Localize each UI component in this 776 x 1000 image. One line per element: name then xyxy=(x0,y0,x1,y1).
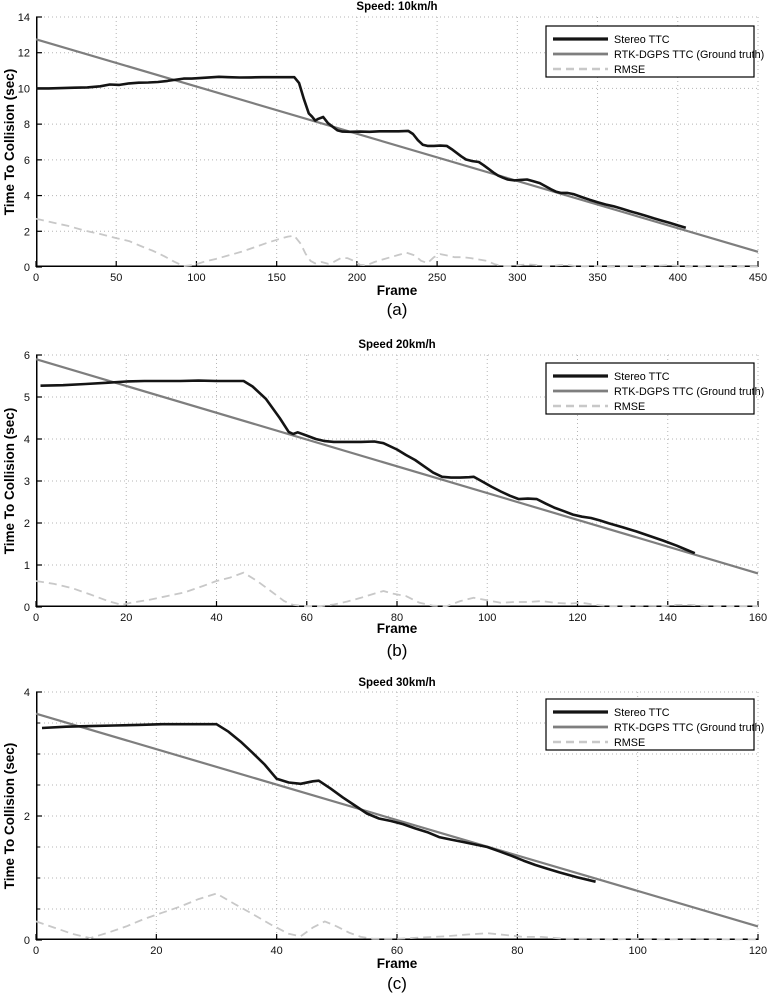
x-tick-label: 40 xyxy=(271,945,283,957)
x-tick-label: 100 xyxy=(628,945,646,957)
x-tick-label: 50 xyxy=(110,272,122,284)
y-tick-label: 4 xyxy=(24,687,30,699)
series-rtk-dgps-ttc-ground-truth- xyxy=(35,38,759,253)
y-tick-label: 0 xyxy=(24,935,30,947)
chart-c-xlabel: Frame xyxy=(376,956,418,971)
chart-a-plot-area: 0 50 100 150 200 250 300 350 400 450 0 2 4 6 8 10 12 14 St… xyxy=(18,12,767,284)
chart-b-ylabel: Time To Collision (sec) xyxy=(2,407,17,555)
x-tick-label: 60 xyxy=(391,945,403,957)
y-tick-label: 1 xyxy=(24,560,30,572)
chart-a: Speed: 10km/h Time To Collision (sec) 0 5… xyxy=(0,0,776,330)
chart-c: Speed 30km/h Time To Collision (sec) 0 20… xyxy=(0,668,776,1000)
series-stereo-ttc xyxy=(40,379,696,555)
chart-b-plot-area: 0 20 40 60 80 100 120 140 160 0 1 2 3 4 5 6 Stereo TTC RT… xyxy=(24,350,767,624)
x-tick-label: 0 xyxy=(33,272,39,284)
chart-b-caption: (b) xyxy=(386,641,408,660)
series-rmse xyxy=(35,892,758,941)
x-tick-label: 400 xyxy=(669,272,687,284)
legend-label: RMSE xyxy=(614,401,645,413)
chart-b: Speed 20km/h Time To Collision (sec) 0 20… xyxy=(0,330,776,668)
x-tick-label: 80 xyxy=(511,945,523,957)
series-rtk-dgps-ttc-ground-truth- xyxy=(35,358,759,575)
chart-b-title: Speed 20km/h xyxy=(358,339,436,351)
legend-label: Stereo TTC xyxy=(614,34,670,46)
x-tick-label: 450 xyxy=(749,272,767,284)
chart-c-caption: (c) xyxy=(387,974,407,993)
legend-label: RMSE xyxy=(614,64,645,76)
legend-label: RTK-DGPS TTC (Ground truth) xyxy=(614,386,764,398)
y-tick-label: 12 xyxy=(18,48,30,60)
chart-c-ylabel: Time To Collision (sec) xyxy=(2,742,17,890)
x-tick-label: 350 xyxy=(588,272,606,284)
y-tick-label: 2 xyxy=(24,811,30,823)
x-tick-label: 120 xyxy=(749,945,767,957)
y-tick-label: 10 xyxy=(18,83,30,95)
x-tick-label: 40 xyxy=(210,612,222,624)
y-tick-label: 4 xyxy=(24,434,30,446)
series-rmse xyxy=(35,217,758,268)
chart-a-caption: (a) xyxy=(386,300,408,319)
legend-label: Stereo TTC xyxy=(614,707,670,719)
y-tick-label: 3 xyxy=(24,476,30,488)
x-tick-label: 300 xyxy=(508,272,526,284)
y-tick-label: 14 xyxy=(18,12,30,24)
x-tick-label: 20 xyxy=(150,945,162,957)
y-tick-label: 5 xyxy=(24,392,30,404)
y-tick-label: 0 xyxy=(24,602,30,614)
chart-a-ylabel: Time To Collision (sec) xyxy=(2,68,17,216)
chart-a-xlabel: Frame xyxy=(376,283,418,298)
x-tick-label: 60 xyxy=(301,612,313,624)
x-tick-label: 250 xyxy=(428,272,446,284)
chart-b-xlabel: Frame xyxy=(376,621,418,636)
x-tick-label: 160 xyxy=(749,612,767,624)
y-tick-label: 0 xyxy=(24,262,30,274)
legend-label: RTK-DGPS TTC (Ground truth) xyxy=(614,722,764,734)
x-tick-label: 100 xyxy=(187,272,205,284)
x-tick-label: 200 xyxy=(348,272,366,284)
x-tick-label: 120 xyxy=(568,612,586,624)
y-tick-label: 8 xyxy=(24,119,30,131)
x-tick-label: 140 xyxy=(659,612,677,624)
x-tick-label: 100 xyxy=(478,612,496,624)
x-tick-label: 20 xyxy=(120,612,132,624)
x-tick-label: 0 xyxy=(33,612,39,624)
y-tick-label: 2 xyxy=(24,226,30,238)
chart-c-plot-area: 0 20 40 60 80 100 120 0 2 4 Stereo TTC RTK-DGPS TTC… xyxy=(24,687,767,957)
legend-label: RTK-DGPS TTC (Ground truth) xyxy=(614,49,764,61)
y-tick-label: 6 xyxy=(24,155,30,167)
y-tick-label: 6 xyxy=(24,350,30,362)
legend-label: RMSE xyxy=(614,737,645,749)
x-tick-label: 0 xyxy=(33,945,39,957)
chart-c-title: Speed 30km/h xyxy=(358,677,436,689)
series-rtk-dgps-ttc-ground-truth- xyxy=(35,712,759,928)
legend-label: Stereo TTC xyxy=(614,371,670,383)
series-stereo-ttc xyxy=(36,75,687,229)
y-tick-label: 2 xyxy=(24,518,30,530)
chart-a-title: Speed: 10km/h xyxy=(356,1,438,13)
legend-box xyxy=(545,362,755,415)
series-stereo-ttc xyxy=(41,722,596,883)
x-tick-label: 80 xyxy=(391,612,403,624)
y-tick-label: 4 xyxy=(24,191,30,203)
x-tick-label: 150 xyxy=(267,272,285,284)
